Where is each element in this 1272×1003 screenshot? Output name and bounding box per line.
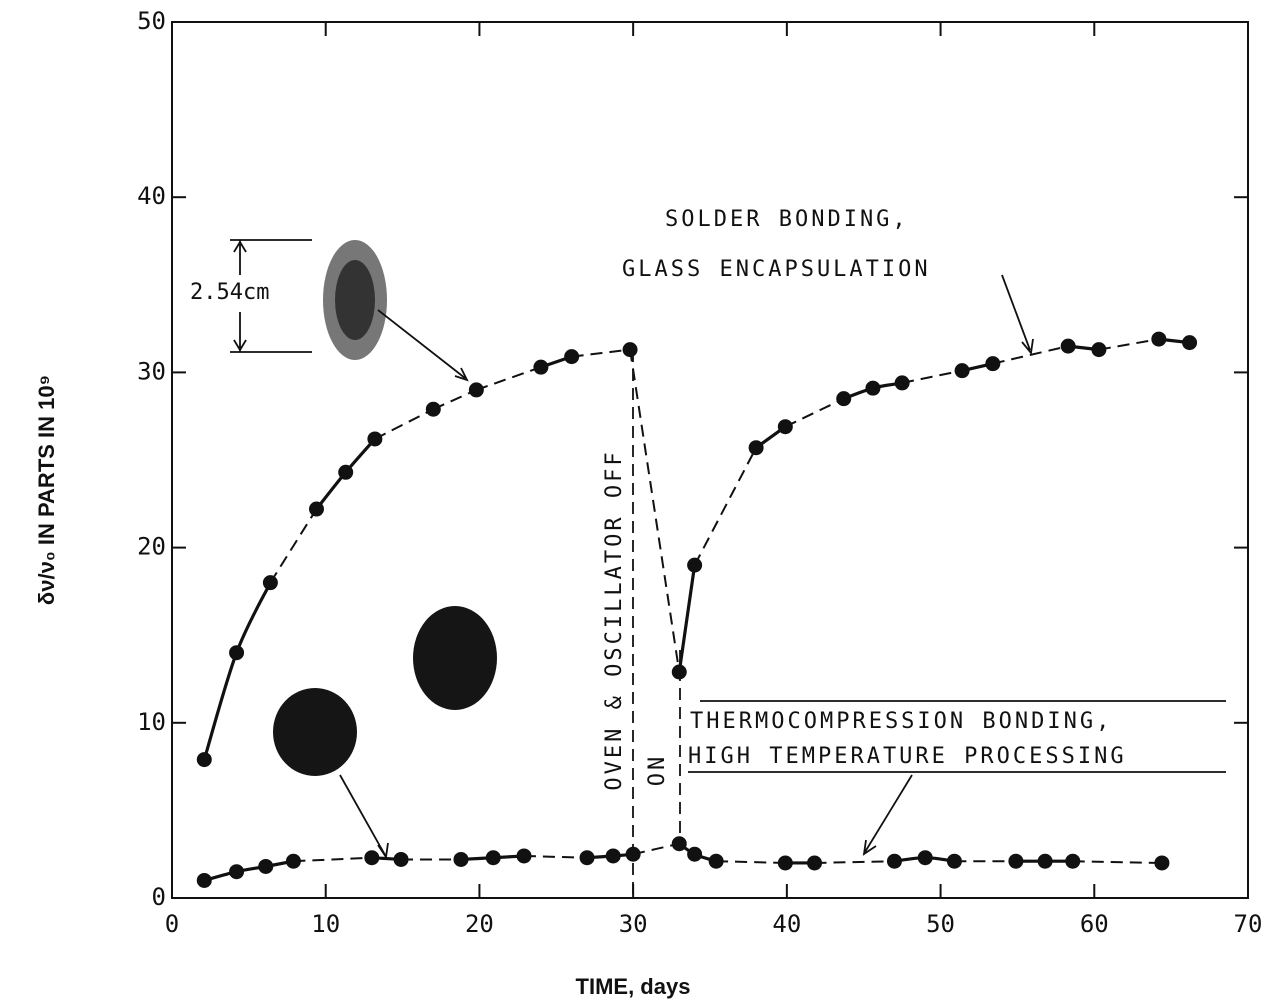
series-line <box>901 369 963 384</box>
off-label: OVEN & OSCILLATOR OFF <box>602 449 627 790</box>
data-point <box>1065 853 1081 869</box>
photo-can <box>273 688 357 776</box>
data-point <box>579 850 595 866</box>
size-label: 2.54cm <box>190 280 269 305</box>
data-point <box>708 853 724 869</box>
data-point <box>367 431 383 447</box>
solder-label: SOLDER BONDING, <box>665 207 909 232</box>
data-point <box>196 872 212 888</box>
data-point <box>393 851 409 867</box>
data-point <box>485 850 501 866</box>
x-tick-label: 0 <box>165 910 179 938</box>
y-tick-label: 0 <box>152 883 166 911</box>
data-point <box>946 853 962 869</box>
x-tick-label: 20 <box>465 910 494 938</box>
data-point <box>1151 331 1167 347</box>
solder-label: GLASS ENCAPSULATION <box>622 257 931 282</box>
data-point <box>886 853 902 869</box>
y-tick-label: 30 <box>137 357 166 385</box>
y-tick-label: 40 <box>137 182 166 210</box>
series-line <box>1098 338 1160 351</box>
x-axis-label: TIME, days <box>576 974 691 999</box>
data-point <box>836 391 852 407</box>
series-line <box>293 856 372 863</box>
data-point <box>625 846 641 862</box>
series-line <box>523 854 588 859</box>
data-point <box>262 575 278 591</box>
data-point <box>533 359 549 375</box>
data-point <box>1008 853 1024 869</box>
data-point <box>229 864 245 880</box>
thermo-label: THERMOCOMPRESSION BONDING, <box>690 709 1112 734</box>
series-line <box>814 860 895 864</box>
data-point <box>1182 335 1198 351</box>
on-label: ON <box>645 754 670 787</box>
arrow <box>1001 274 1034 356</box>
photo-glass <box>335 260 375 340</box>
data-point <box>468 382 484 398</box>
data-point <box>748 440 764 456</box>
x-tick-label: 40 <box>772 910 801 938</box>
data-point <box>364 850 380 866</box>
plot-frame <box>171 21 1249 899</box>
data-point <box>865 380 881 396</box>
series-line <box>784 397 845 428</box>
x-tick-label: 70 <box>1234 910 1263 938</box>
series-line <box>476 366 542 391</box>
data-point <box>894 375 910 391</box>
data-point <box>777 419 793 435</box>
series-line <box>269 508 318 584</box>
data-point <box>777 855 793 871</box>
series-line <box>1072 860 1162 864</box>
data-point <box>1060 338 1076 354</box>
y-tick-label: 10 <box>137 708 166 736</box>
series-line <box>202 581 272 761</box>
data-point <box>671 836 687 852</box>
data-point <box>285 853 301 869</box>
data-point <box>917 850 933 866</box>
y-axis-label: δν/ν₀ IN PARTS IN 10⁹ <box>34 375 59 605</box>
data-point <box>1037 853 1053 869</box>
data-point <box>985 356 1001 372</box>
data-point <box>564 349 580 365</box>
data-point <box>229 645 245 661</box>
dimension <box>230 239 312 353</box>
y-tick-label: 50 <box>137 7 166 35</box>
data-point <box>453 851 469 867</box>
series-line <box>374 408 434 440</box>
photo-can <box>413 606 497 710</box>
data-point <box>516 848 532 864</box>
data-point <box>687 846 703 862</box>
series-line <box>677 564 697 673</box>
x-tick-label: 30 <box>619 910 648 938</box>
series-line <box>203 859 294 883</box>
y-tick-label: 20 <box>137 533 166 561</box>
data-point <box>687 557 703 573</box>
data-point <box>1091 342 1107 358</box>
data-point <box>425 401 441 417</box>
x-tick-label: 10 <box>311 910 340 938</box>
thermo-label: HIGH TEMPERATURE PROCESSING <box>688 744 1127 769</box>
data-point <box>605 848 621 864</box>
series-line <box>629 349 681 673</box>
x-tick-label: 50 <box>926 910 955 938</box>
data-point <box>1154 855 1170 871</box>
data-point <box>622 342 638 358</box>
data-point <box>954 363 970 379</box>
series-line <box>571 348 631 358</box>
x-tick-label: 60 <box>1080 910 1109 938</box>
arrow <box>339 774 389 860</box>
data-point <box>338 464 354 480</box>
data-point <box>258 858 274 874</box>
series-line <box>992 345 1069 365</box>
data-point <box>671 664 687 680</box>
series-line <box>716 860 786 864</box>
series-line <box>693 447 757 566</box>
data-point <box>807 855 823 871</box>
arrow <box>862 774 913 856</box>
data-point <box>196 752 212 768</box>
arrow <box>377 309 469 382</box>
data-point <box>308 501 324 517</box>
